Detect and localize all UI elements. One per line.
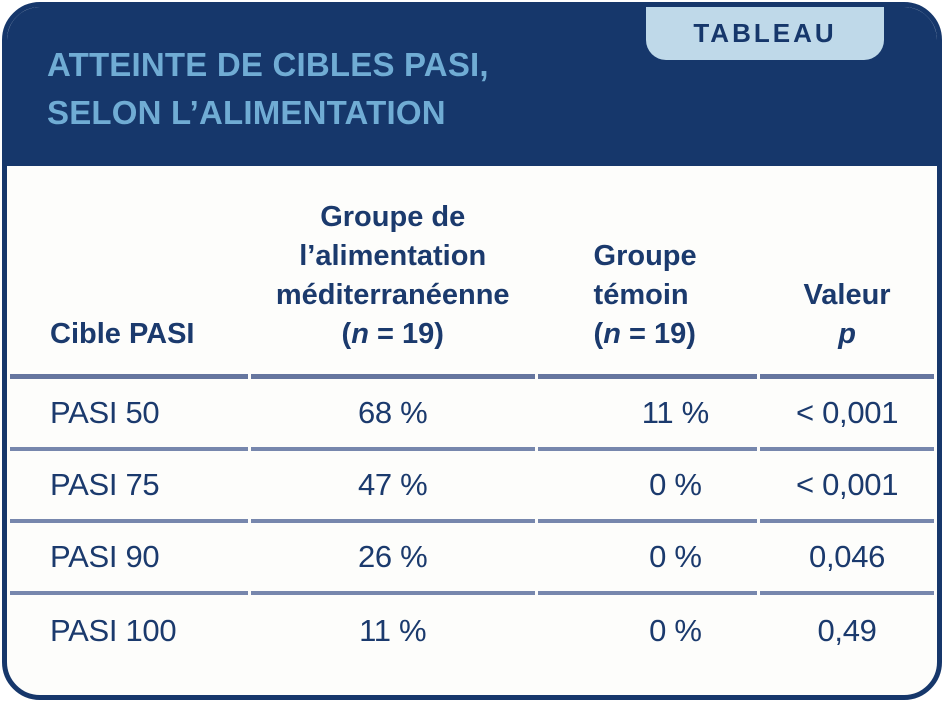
col-header-cible-pasi: Cible PASI [10, 166, 248, 379]
table-row: PASI 100 11 % 0 % 0,49 [10, 595, 934, 667]
tableau-badge: TABLEAU [646, 7, 884, 60]
cell-mediterranee: 68 % [250, 379, 535, 451]
table-header-row-group: Cible PASI Groupe de l’alimentation médi… [10, 166, 934, 379]
n-equals-19: (n = 19) [341, 318, 444, 350]
cell-temoin: 0 % [537, 523, 758, 595]
cell-valeur-p: < 0,001 [760, 451, 934, 523]
title-line-2: SELON L’ALIMENTATION [47, 94, 446, 131]
cell-temoin: 11 % [537, 379, 758, 451]
table-body-area: Cible PASI Groupe de l’alimentation médi… [7, 166, 937, 667]
cell-valeur-p: 0,046 [760, 523, 934, 595]
tableau-badge-label: TABLEAU [693, 17, 837, 48]
table-header-row: Cible PASI Groupe de l’alimentation médi… [10, 166, 934, 379]
cell-mediterranee: 11 % [359, 613, 427, 648]
cell-temoin: 0 % [537, 451, 758, 523]
col-header-groupe-mediterraneenne: Groupe de l’alimentation méditerranéenne… [250, 166, 535, 379]
cell-mediterranee: 47 % [250, 451, 535, 523]
card-header: ATTEINTE DE CIBLES PASI, SELON L’ALIMENT… [7, 7, 937, 166]
table-row: PASI 75 47 % 0 % < 0,001 [10, 451, 934, 523]
cell-cible: PASI 50 [10, 379, 248, 451]
page-title: ATTEINTE DE CIBLES PASI, SELON L’ALIMENT… [47, 41, 937, 137]
cell-valeur-p: < 0,001 [760, 379, 934, 451]
cell-mediterranee: 26 % [250, 523, 535, 595]
cell-cible: PASI 100 [50, 613, 177, 648]
table-row-group: PASI 50 68 % 11 % < 0,001 PASI 75 47 % 0… [10, 379, 934, 667]
cell-cible: PASI 75 [10, 451, 248, 523]
table-row: PASI 50 68 % 11 % < 0,001 [10, 379, 934, 451]
title-line-1: ATTEINTE DE CIBLES PASI, [47, 46, 489, 83]
n-equals-19: (n = 19) [593, 318, 696, 350]
table-row: PASI 90 26 % 0 % 0,046 [10, 523, 934, 595]
col-header-groupe-temoin: Groupe témoin (n = 19) [537, 166, 758, 379]
pasi-table: Cible PASI Groupe de l’alimentation médi… [7, 166, 937, 667]
cell-valeur-p: 0,49 [817, 613, 877, 648]
col-header-valeur-p: Valeur p [760, 166, 934, 379]
cell-cible: PASI 90 [10, 523, 248, 595]
cell-temoin: 0 % [649, 613, 702, 648]
